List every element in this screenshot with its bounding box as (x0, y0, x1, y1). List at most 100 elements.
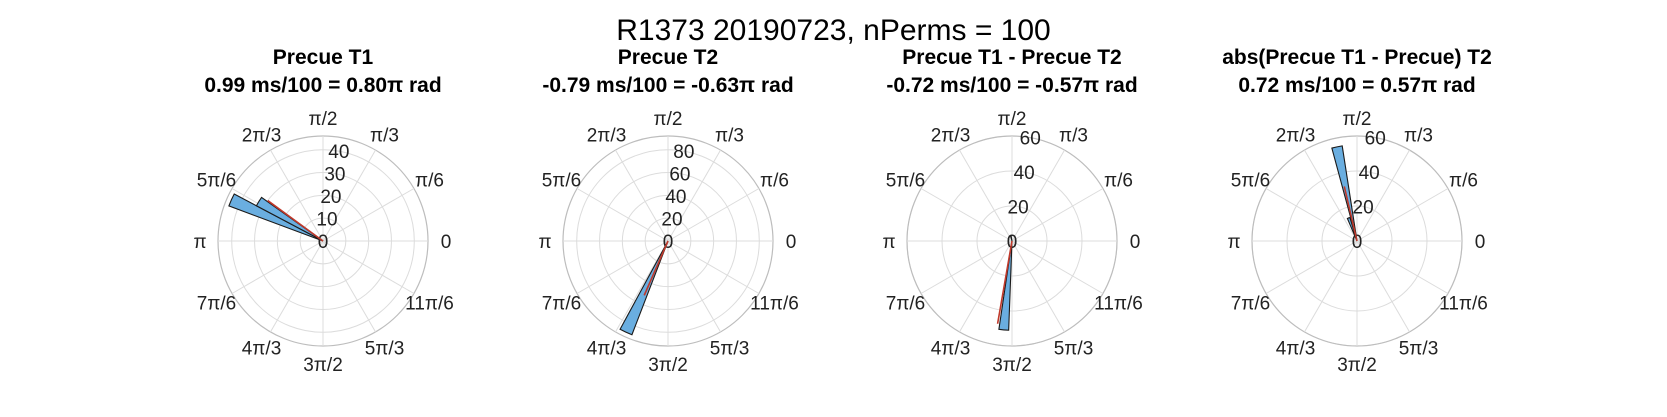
histogram-bar (1009, 235, 1013, 242)
theta-grid-spoke (270, 149, 324, 242)
theta-tick-label: 5π/3 (710, 339, 750, 360)
theta-tick-label: 11π/6 (405, 294, 454, 315)
theta-tick-label: π (538, 232, 551, 253)
panel-title: Precue T1 - Precue T2 (902, 46, 1121, 69)
theta-grid-spoke (1011, 240, 1104, 294)
histogram-bar (228, 193, 324, 242)
theta-grid-spoke (667, 149, 721, 242)
theta-tick-label: π/2 (998, 109, 1027, 130)
r-tick-label: 60 (1365, 129, 1386, 150)
theta-tick-label: 5π/3 (1054, 339, 1094, 360)
theta-tick-label: 7π/6 (542, 294, 582, 315)
r-tick-label: 0 (318, 232, 329, 253)
panel-title: Precue T1 (273, 46, 374, 69)
theta-tick-label: π/3 (715, 125, 744, 146)
theta-grid-spoke (1304, 149, 1358, 242)
theta-tick-label: π/2 (654, 109, 683, 130)
theta-tick-label: π (193, 232, 206, 253)
theta-tick-label: π/3 (1404, 125, 1433, 146)
theta-tick-label: 2π/3 (587, 125, 627, 146)
r-tick-label: 80 (673, 142, 694, 163)
theta-tick-label: π/6 (415, 171, 444, 192)
r-tick-label: 40 (665, 187, 686, 208)
theta-tick-label: 4π/3 (931, 339, 971, 360)
theta-grid-spoke (615, 149, 669, 242)
theta-tick-label: π/6 (760, 171, 789, 192)
r-tick-label: 40 (1014, 163, 1035, 184)
theta-tick-label: π (1227, 232, 1240, 253)
theta-tick-label: 2π/3 (931, 125, 971, 146)
theta-tick-label: 11π/6 (750, 294, 799, 315)
polar-panel-4: abs(Precue T1 - Precue) T2 0.72 ms/100 = … (1222, 46, 1492, 376)
panel-subtitle: -0.79 ms/100 = -0.63π rad (542, 74, 793, 97)
theta-grid-spoke (322, 240, 376, 333)
r-tick-label: 20 (661, 210, 682, 231)
histogram-bar (1346, 216, 1358, 242)
theta-grid-spoke (1356, 149, 1410, 242)
theta-grid-spoke (920, 240, 1013, 294)
theta-tick-label: 2π/3 (1276, 125, 1316, 146)
mean-vector (643, 240, 669, 296)
theta-grid-spoke (322, 188, 415, 242)
theta-tick-label: 5π/3 (365, 339, 405, 360)
theta-tick-label: 4π/3 (1276, 339, 1316, 360)
theta-tick-label: 5π/6 (197, 171, 237, 192)
theta-grid-spoke (322, 149, 376, 242)
theta-tick-label: 7π/6 (1231, 294, 1271, 315)
theta-tick-label: 3π/2 (648, 355, 688, 376)
theta-grid-spoke (667, 240, 721, 333)
r-tick-label: 60 (669, 165, 690, 186)
panel-subtitle: -0.72 ms/100 = -0.57π rad (886, 74, 1137, 97)
theta-tick-label: 11π/6 (1439, 294, 1488, 315)
theta-tick-label: 5π/3 (1399, 339, 1439, 360)
polar-panel-1: Precue T10.99 ms/100 = 0.80π rad01020304… (193, 46, 453, 376)
figure-suptitle: R1373 20190723, nPerms = 100 (616, 14, 1051, 47)
histogram-bar (619, 240, 669, 336)
panel-title: Precue T2 (618, 46, 718, 69)
theta-tick-label: π/3 (370, 125, 399, 146)
theta-grid-spoke (667, 240, 760, 294)
panel-title: abs(Precue T1 - Precue) T2 (1222, 46, 1492, 69)
r-tick-label: 20 (320, 187, 341, 208)
panel-subtitle: 0.99 ms/100 = 0.80π rad (204, 74, 441, 97)
theta-tick-label: 4π/3 (242, 339, 282, 360)
theta-grid-spoke (270, 240, 324, 333)
theta-grid-spoke (1011, 149, 1065, 242)
theta-tick-label: 5π/6 (1231, 171, 1271, 192)
theta-tick-label: π/6 (1104, 171, 1133, 192)
theta-tick-label: 0 (786, 232, 797, 253)
mean-vector (996, 240, 1013, 324)
theta-grid-spoke (1356, 240, 1410, 333)
theta-tick-label: 7π/6 (886, 294, 926, 315)
theta-grid-spoke (1304, 240, 1358, 333)
theta-tick-label: 5π/6 (886, 171, 926, 192)
r-tick-label: 40 (1359, 163, 1380, 184)
polar-panel-2: Precue T2 -0.79 ms/100 = -0.63π rad 0 20406… (538, 46, 798, 376)
theta-tick-label: 2π/3 (242, 125, 282, 146)
histogram-bar (255, 196, 324, 242)
theta-tick-label: 0 (1130, 232, 1141, 253)
mean-vector (267, 199, 324, 242)
theta-tick-label: π/2 (309, 109, 338, 130)
panel-subtitle: 0.72 ms/100 = 0.57π rad (1238, 74, 1475, 97)
theta-tick-label: 4π/3 (587, 339, 627, 360)
theta-grid-spoke (1356, 240, 1449, 294)
theta-grid-spoke (959, 149, 1013, 242)
theta-tick-label: 3π/2 (1337, 355, 1377, 376)
theta-tick-label: π/3 (1059, 125, 1088, 146)
theta-grid-spoke (1011, 240, 1065, 333)
theta-tick-label: π/2 (1343, 109, 1372, 130)
theta-tick-label: 3π/2 (992, 355, 1032, 376)
theta-grid-spoke (576, 240, 669, 294)
theta-grid-spoke (231, 240, 324, 294)
theta-tick-label: 7π/6 (197, 294, 237, 315)
theta-grid-spoke (667, 188, 760, 242)
theta-grid-spoke (959, 240, 1013, 333)
theta-grid-spoke (1356, 188, 1449, 242)
polar-panels: Precue T10.99 ms/100 = 0.80π rad01020304… (193, 46, 1491, 376)
r-tick-label: 20 (1008, 198, 1029, 219)
theta-tick-label: 0 (1475, 232, 1486, 253)
theta-tick-label: π (882, 232, 895, 253)
mean-vector (1343, 186, 1358, 242)
